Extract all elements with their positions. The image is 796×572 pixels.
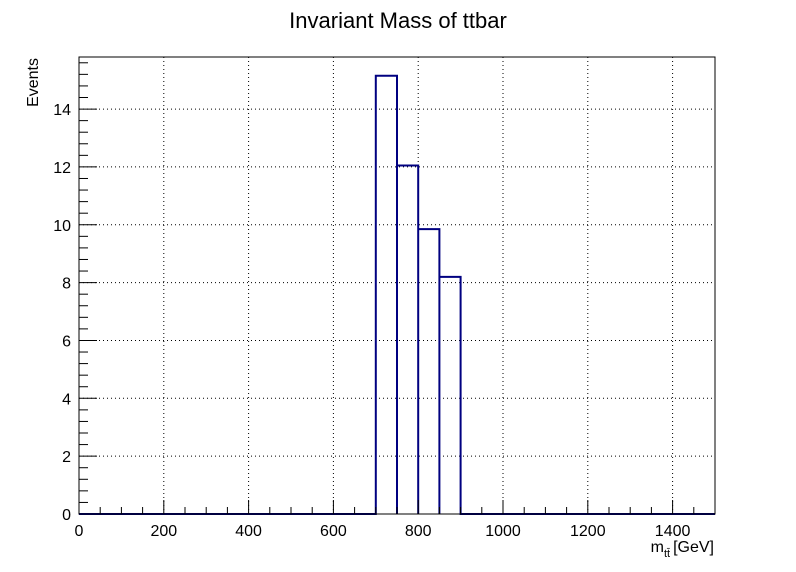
x-tick-label: 1000 — [485, 523, 521, 540]
histogram-bars — [79, 74, 715, 515]
histogram-bin-3 — [439, 277, 460, 514]
x-tick-labels: 0 200 400 600 800 1000 1200 1400 — [75, 523, 691, 540]
x-tick-label: 1400 — [655, 523, 691, 540]
y-tick-labels: 0 2 4 6 8 10 12 14 — [53, 102, 71, 524]
y-tick-label: 8 — [62, 276, 71, 293]
x-axis-label-subscript: tt̄ — [664, 548, 670, 560]
x-axis-label-symbol: m — [651, 539, 664, 556]
y-tick-label: 6 — [62, 333, 71, 350]
y-axis-label: Events — [25, 58, 42, 107]
y-tick-label: 14 — [53, 102, 71, 119]
x-tick-label: 1200 — [570, 523, 606, 540]
x-axis-label: mtt̄ [GeV] — [651, 539, 714, 560]
axis-ticks — [78, 62, 716, 515]
y-tick-label: 0 — [62, 507, 71, 524]
y-tick-label: 4 — [62, 391, 71, 408]
histogram-bin-1 — [397, 165, 418, 514]
x-tick-label: 200 — [150, 523, 177, 540]
histogram-bin-2 — [418, 229, 439, 514]
x-tick-label: 600 — [320, 523, 347, 540]
histogram-bin-0 — [376, 76, 397, 514]
y-tick-label: 12 — [53, 160, 71, 177]
x-tick-label: 0 — [75, 523, 84, 540]
chart-title: Invariant Mass of ttbar — [289, 8, 507, 33]
y-tick-label: 10 — [53, 218, 71, 235]
x-axis-label-unit: [GeV] — [673, 539, 714, 556]
x-tick-label: 400 — [235, 523, 262, 540]
grid-lines — [79, 57, 715, 514]
x-tick-label: 800 — [405, 523, 432, 540]
y-tick-label: 2 — [62, 449, 71, 466]
